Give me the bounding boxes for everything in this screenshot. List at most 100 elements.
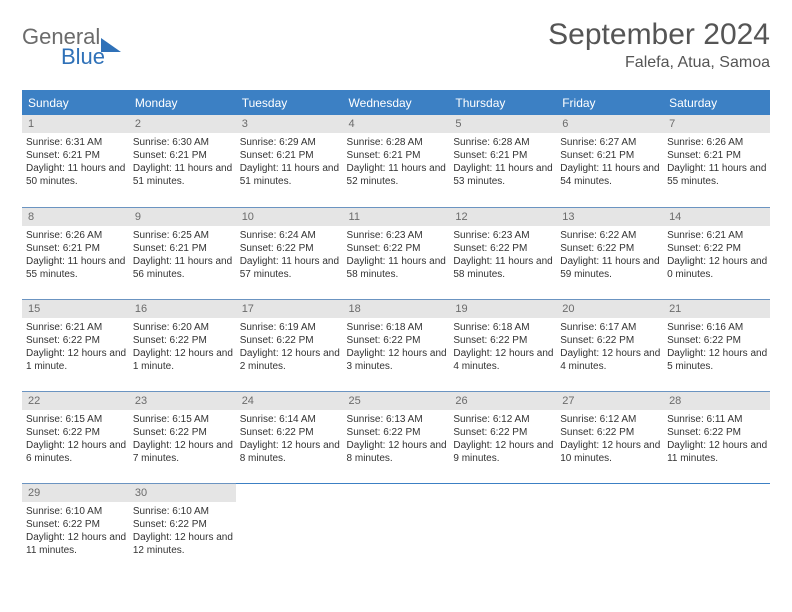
sunset-line: Sunset: 6:22 PM (560, 334, 661, 347)
day-info: Sunrise: 6:28 AMSunset: 6:21 PMDaylight:… (343, 133, 450, 191)
sunrise-line: Sunrise: 6:23 AM (453, 229, 554, 242)
sunrise-line: Sunrise: 6:21 AM (26, 321, 127, 334)
day-number: 27 (556, 392, 663, 410)
daylight-line: Daylight: 11 hours and 58 minutes. (453, 255, 554, 281)
calendar-day-cell: 5Sunrise: 6:28 AMSunset: 6:21 PMDaylight… (449, 115, 556, 207)
day-info: Sunrise: 6:14 AMSunset: 6:22 PMDaylight:… (236, 410, 343, 468)
day-info: Sunrise: 6:20 AMSunset: 6:22 PMDaylight:… (129, 318, 236, 376)
sunrise-line: Sunrise: 6:28 AM (347, 136, 448, 149)
sunrise-line: Sunrise: 6:13 AM (347, 413, 448, 426)
daylight-line: Daylight: 11 hours and 54 minutes. (560, 162, 661, 188)
calendar-body: 1Sunrise: 6:31 AMSunset: 6:21 PMDaylight… (22, 115, 770, 575)
sunrise-line: Sunrise: 6:18 AM (347, 321, 448, 334)
sunrise-line: Sunrise: 6:18 AM (453, 321, 554, 334)
day-info: Sunrise: 6:18 AMSunset: 6:22 PMDaylight:… (343, 318, 450, 376)
sunrise-line: Sunrise: 6:29 AM (240, 136, 341, 149)
calendar-week-row: 15Sunrise: 6:21 AMSunset: 6:22 PMDayligh… (22, 299, 770, 391)
day-number: 13 (556, 208, 663, 226)
day-info: Sunrise: 6:27 AMSunset: 6:21 PMDaylight:… (556, 133, 663, 191)
day-info: Sunrise: 6:22 AMSunset: 6:22 PMDaylight:… (556, 226, 663, 284)
weekday-header: Tuesday (236, 91, 343, 115)
daylight-line: Daylight: 11 hours and 52 minutes. (347, 162, 448, 188)
sunrise-line: Sunrise: 6:26 AM (26, 229, 127, 242)
page: General Blue September 2024 Falefa, Atua… (0, 0, 792, 585)
calendar-day-cell: 8Sunrise: 6:26 AMSunset: 6:21 PMDaylight… (22, 207, 129, 299)
sunset-line: Sunset: 6:22 PM (667, 242, 768, 255)
daylight-line: Daylight: 12 hours and 3 minutes. (347, 347, 448, 373)
day-info: Sunrise: 6:12 AMSunset: 6:22 PMDaylight:… (556, 410, 663, 468)
day-info: Sunrise: 6:23 AMSunset: 6:22 PMDaylight:… (343, 226, 450, 284)
calendar-day-cell (343, 483, 450, 575)
month-title: September 2024 (548, 18, 770, 52)
day-number: 23 (129, 392, 236, 410)
calendar-day-cell: 1Sunrise: 6:31 AMSunset: 6:21 PMDaylight… (22, 115, 129, 207)
day-info: Sunrise: 6:15 AMSunset: 6:22 PMDaylight:… (22, 410, 129, 468)
daylight-line: Daylight: 11 hours and 59 minutes. (560, 255, 661, 281)
title-block: September 2024 Falefa, Atua, Samoa (548, 18, 770, 72)
day-number: 8 (22, 208, 129, 226)
daylight-line: Daylight: 11 hours and 57 minutes. (240, 255, 341, 281)
day-info: Sunrise: 6:18 AMSunset: 6:22 PMDaylight:… (449, 318, 556, 376)
calendar-day-cell: 7Sunrise: 6:26 AMSunset: 6:21 PMDaylight… (663, 115, 770, 207)
sunrise-line: Sunrise: 6:22 AM (560, 229, 661, 242)
calendar-week-row: 29Sunrise: 6:10 AMSunset: 6:22 PMDayligh… (22, 483, 770, 575)
day-number: 29 (22, 484, 129, 502)
calendar-day-cell: 3Sunrise: 6:29 AMSunset: 6:21 PMDaylight… (236, 115, 343, 207)
calendar-day-cell: 27Sunrise: 6:12 AMSunset: 6:22 PMDayligh… (556, 391, 663, 483)
daylight-line: Daylight: 12 hours and 1 minute. (26, 347, 127, 373)
day-number: 12 (449, 208, 556, 226)
calendar-day-cell: 15Sunrise: 6:21 AMSunset: 6:22 PMDayligh… (22, 299, 129, 391)
day-number: 10 (236, 208, 343, 226)
daylight-line: Daylight: 11 hours and 58 minutes. (347, 255, 448, 281)
calendar-day-cell: 18Sunrise: 6:18 AMSunset: 6:22 PMDayligh… (343, 299, 450, 391)
day-number: 17 (236, 300, 343, 318)
day-number: 20 (556, 300, 663, 318)
weekday-header: Monday (129, 91, 236, 115)
day-number: 16 (129, 300, 236, 318)
day-number: 21 (663, 300, 770, 318)
sunset-line: Sunset: 6:21 PM (240, 149, 341, 162)
day-number: 6 (556, 115, 663, 133)
calendar-day-cell: 13Sunrise: 6:22 AMSunset: 6:22 PMDayligh… (556, 207, 663, 299)
sunset-line: Sunset: 6:22 PM (453, 426, 554, 439)
day-number: 5 (449, 115, 556, 133)
calendar-day-cell: 24Sunrise: 6:14 AMSunset: 6:22 PMDayligh… (236, 391, 343, 483)
day-info: Sunrise: 6:19 AMSunset: 6:22 PMDaylight:… (236, 318, 343, 376)
sunset-line: Sunset: 6:21 PM (560, 149, 661, 162)
sunset-line: Sunset: 6:21 PM (133, 149, 234, 162)
sunset-line: Sunset: 6:21 PM (667, 149, 768, 162)
sunset-line: Sunset: 6:22 PM (133, 518, 234, 531)
calendar-day-cell: 4Sunrise: 6:28 AMSunset: 6:21 PMDaylight… (343, 115, 450, 207)
daylight-line: Daylight: 12 hours and 4 minutes. (560, 347, 661, 373)
sunrise-line: Sunrise: 6:27 AM (560, 136, 661, 149)
day-info: Sunrise: 6:25 AMSunset: 6:21 PMDaylight:… (129, 226, 236, 284)
weekday-header: Sunday (22, 91, 129, 115)
daylight-line: Daylight: 12 hours and 0 minutes. (667, 255, 768, 281)
calendar-day-cell: 10Sunrise: 6:24 AMSunset: 6:22 PMDayligh… (236, 207, 343, 299)
sunset-line: Sunset: 6:22 PM (560, 426, 661, 439)
sunrise-line: Sunrise: 6:21 AM (667, 229, 768, 242)
day-info: Sunrise: 6:21 AMSunset: 6:22 PMDaylight:… (22, 318, 129, 376)
sunrise-line: Sunrise: 6:26 AM (667, 136, 768, 149)
sunset-line: Sunset: 6:22 PM (453, 242, 554, 255)
calendar-day-cell: 6Sunrise: 6:27 AMSunset: 6:21 PMDaylight… (556, 115, 663, 207)
calendar-day-cell (449, 483, 556, 575)
calendar-day-cell: 23Sunrise: 6:15 AMSunset: 6:22 PMDayligh… (129, 391, 236, 483)
day-number: 4 (343, 115, 450, 133)
weekday-header-row: Sunday Monday Tuesday Wednesday Thursday… (22, 91, 770, 115)
sunrise-line: Sunrise: 6:31 AM (26, 136, 127, 149)
day-info: Sunrise: 6:24 AMSunset: 6:22 PMDaylight:… (236, 226, 343, 284)
daylight-line: Daylight: 11 hours and 50 minutes. (26, 162, 127, 188)
day-info: Sunrise: 6:12 AMSunset: 6:22 PMDaylight:… (449, 410, 556, 468)
day-number: 7 (663, 115, 770, 133)
sunset-line: Sunset: 6:22 PM (240, 426, 341, 439)
day-number: 11 (343, 208, 450, 226)
daylight-line: Daylight: 12 hours and 11 minutes. (26, 531, 127, 557)
sunrise-line: Sunrise: 6:17 AM (560, 321, 661, 334)
daylight-line: Daylight: 12 hours and 12 minutes. (133, 531, 234, 557)
sunset-line: Sunset: 6:22 PM (240, 242, 341, 255)
day-number: 3 (236, 115, 343, 133)
day-number: 22 (22, 392, 129, 410)
sunset-line: Sunset: 6:22 PM (453, 334, 554, 347)
sunrise-line: Sunrise: 6:28 AM (453, 136, 554, 149)
